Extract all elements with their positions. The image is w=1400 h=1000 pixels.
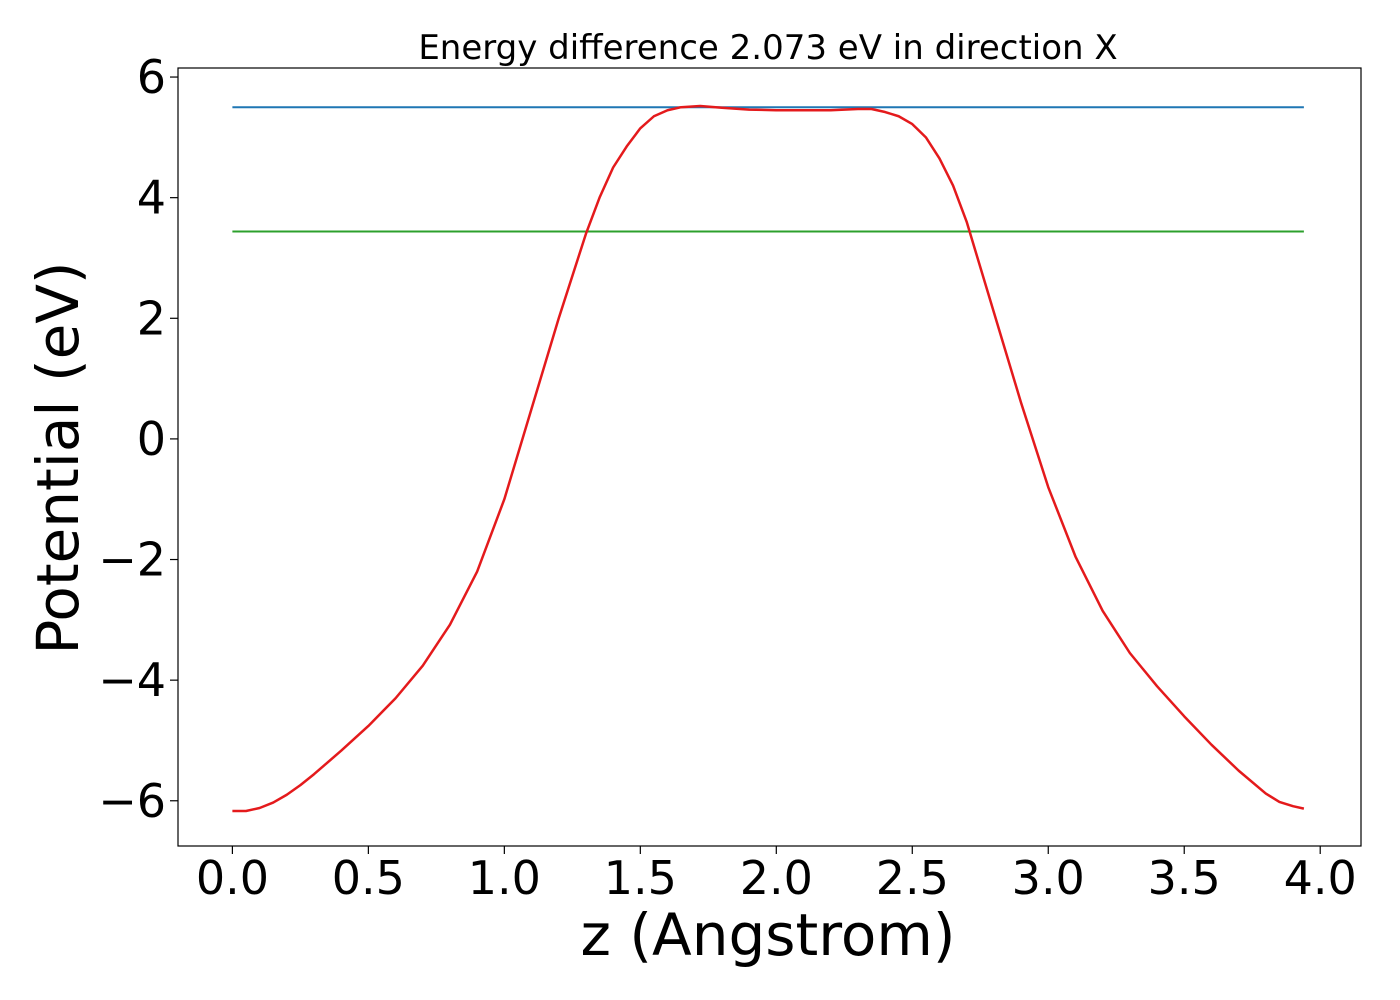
y-tick-label: −2 bbox=[98, 533, 166, 587]
x-tick-label: 1.5 bbox=[604, 851, 677, 905]
x-tick-label: 1.0 bbox=[468, 851, 541, 905]
series-layer bbox=[232, 104, 1305, 813]
x-tick-label: 2.5 bbox=[876, 851, 949, 905]
y-axis-label: Potential (eV) bbox=[24, 261, 92, 654]
x-tick-label: 4.0 bbox=[1284, 851, 1357, 905]
x-tick-label: 3.0 bbox=[1012, 851, 1085, 905]
x-tick-label: 0.5 bbox=[332, 851, 405, 905]
x-tick-label: 0.0 bbox=[196, 851, 269, 905]
y-tick-label: 2 bbox=[137, 291, 166, 345]
potential-curve bbox=[232, 104, 1305, 813]
y-tick-label: −6 bbox=[98, 774, 166, 828]
x-tick-label: 3.5 bbox=[1148, 851, 1221, 905]
x-tick-label: 2.0 bbox=[740, 851, 813, 905]
y-tick-label: 6 bbox=[137, 50, 166, 104]
plot-frame bbox=[177, 67, 1362, 847]
y-axis-ticks: −6 −4 −2 0 2 4 6 bbox=[98, 50, 178, 828]
y-tick-label: 4 bbox=[137, 171, 166, 225]
y-tick-label: −4 bbox=[98, 653, 166, 707]
x-axis-label: z (Angstrom) bbox=[581, 901, 956, 969]
chart-title: Energy difference 2.073 eV in direction … bbox=[418, 28, 1117, 68]
x-axis-ticks: 0.0 0.5 1.0 1.5 2.0 2.5 3.0 3.5 4.0 bbox=[196, 846, 1357, 905]
y-tick-label: 0 bbox=[137, 412, 166, 466]
